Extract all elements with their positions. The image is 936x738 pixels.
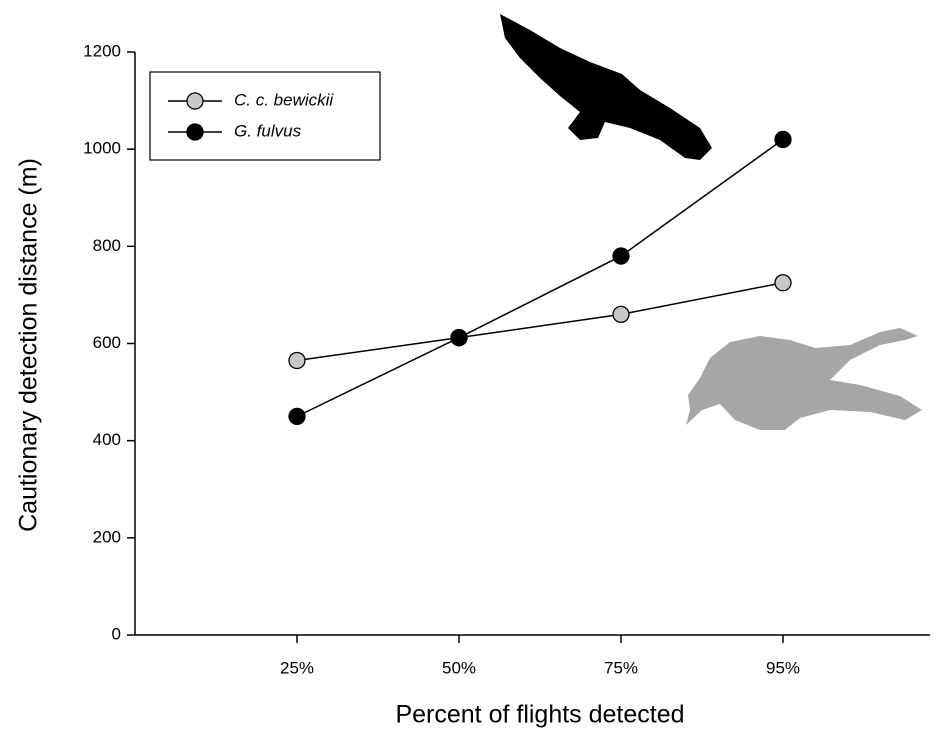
x-tick-label: 75%	[604, 658, 638, 677]
series-line	[296, 282, 784, 362]
y-axis-title: Cautionary detection distance (m)	[15, 158, 43, 532]
series-line	[296, 138, 784, 418]
data-point	[288, 351, 306, 370]
swan-silhouette	[686, 328, 922, 430]
y-tick-label: 1000	[83, 139, 121, 158]
y-tick-label: 400	[93, 430, 121, 449]
data-point	[774, 274, 792, 292]
data-point	[450, 329, 468, 347]
x-axis-title: Percent of flights detected	[395, 701, 684, 729]
x-tick-label: 95%	[766, 658, 800, 677]
y-tick-label: 1200	[83, 41, 121, 60]
y-tick-label: 200	[93, 527, 121, 546]
y-tick-label: 600	[93, 333, 121, 352]
data-point	[612, 247, 630, 265]
x-tick-label: 50%	[442, 658, 476, 677]
legend-marker	[186, 123, 204, 141]
legend-label: C. c. bewickii	[234, 90, 334, 109]
vulture-silhouette	[500, 14, 712, 160]
legend-marker	[186, 92, 204, 110]
y-tick-label: 0	[112, 624, 121, 643]
legend-label: G. fulvus	[234, 121, 302, 140]
data-point	[774, 130, 792, 149]
legend-box	[149, 71, 381, 161]
data-point	[612, 305, 630, 324]
data-point	[288, 407, 306, 426]
y-tick-label: 800	[93, 236, 121, 255]
x-tick-label: 25%	[280, 658, 314, 677]
